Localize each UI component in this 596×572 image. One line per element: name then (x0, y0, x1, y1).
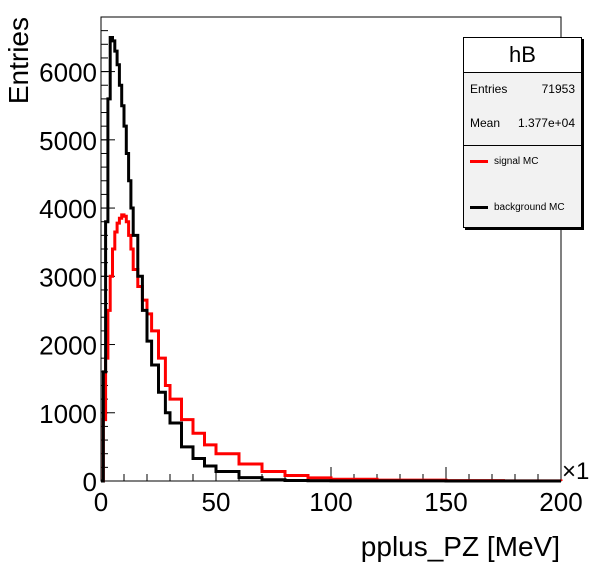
x-tick-label: 0 (94, 487, 108, 517)
legend-label-background: background MC (494, 202, 565, 213)
y-tick-label: 6000 (39, 58, 97, 88)
legend-label-signal: signal MC (494, 156, 539, 167)
x-tick-label: 200 (539, 487, 582, 517)
legend-item-signal: signal MC (470, 156, 538, 167)
y-tick-label: 1000 (39, 399, 97, 429)
entries-label: Entries (470, 82, 508, 96)
x-tick-label: 100 (309, 487, 352, 517)
y-axis: 0 1000 2000 3000 4000 5000 6000 (39, 16, 115, 497)
x-axis-label: pplus_PZ [MeV] (361, 531, 560, 562)
y-axis-label: Entries (3, 17, 34, 104)
legend-swatch-signal (470, 160, 488, 163)
mean-label: Mean (470, 116, 501, 130)
legend-swatch-background (470, 206, 488, 209)
x-exponent-label: ×1 (562, 458, 589, 485)
y-tick-label: 3000 (39, 262, 97, 292)
legend-item-background: background MC (470, 202, 565, 213)
stats-mean-row: Mean 1.377e+04 (470, 116, 575, 130)
y-tick-label: 2000 (39, 331, 97, 361)
stats-separator (464, 145, 581, 146)
stats-title: hB (464, 38, 581, 73)
stats-legend-box: hB Entries 71953 Mean 1.377e+04 signal M… (463, 37, 582, 228)
y-tick-label: 5000 (39, 126, 97, 156)
entries-value: 71953 (541, 82, 575, 96)
x-tick-label: 150 (424, 487, 467, 517)
mean-value: 1.377e+04 (517, 116, 575, 130)
x-axis: 0 50 100 150 200 (94, 467, 583, 517)
stats-entries-row: Entries 71953 (470, 82, 575, 96)
x-tick-label: 50 (202, 487, 231, 517)
series-line-signal (101, 213, 563, 483)
y-tick-label: 4000 (39, 194, 97, 224)
y-tick-label: 0 (83, 467, 97, 497)
series-line-background (101, 35, 561, 483)
series-layer (101, 35, 563, 483)
